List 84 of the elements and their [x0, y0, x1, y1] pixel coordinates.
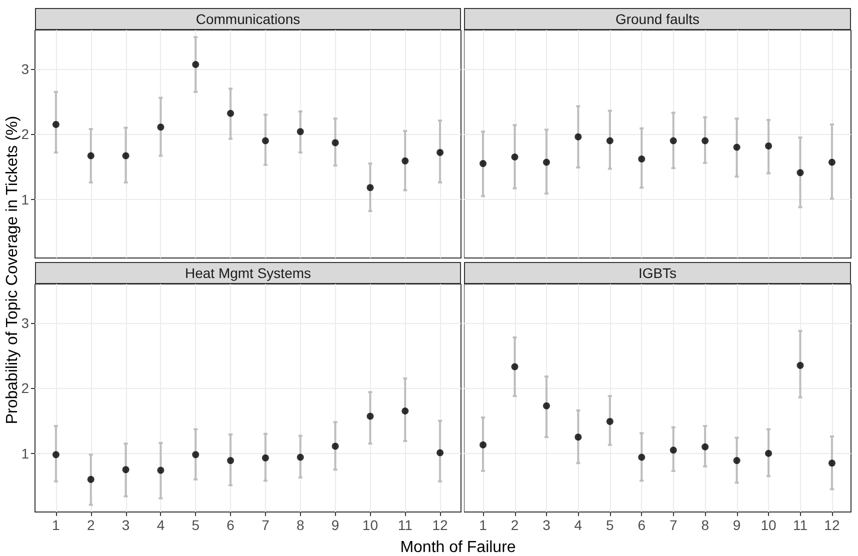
chart-title: Heat Mgmt Systems — [35, 262, 461, 284]
point — [402, 408, 409, 415]
point — [52, 120, 60, 128]
point — [122, 466, 130, 474]
point — [366, 184, 374, 192]
point — [436, 148, 444, 156]
point — [606, 137, 614, 144]
x-tick-label: 6 — [638, 517, 646, 533]
x-tick-label: 2 — [510, 517, 519, 533]
point — [157, 124, 164, 131]
point — [52, 451, 60, 458]
point — [157, 466, 164, 474]
point — [192, 61, 200, 68]
point — [332, 139, 339, 146]
point — [638, 454, 646, 461]
point — [296, 128, 304, 136]
point — [87, 476, 94, 483]
y-tick-label: 2 — [21, 380, 30, 396]
x-tick-label: 9 — [331, 517, 340, 533]
point — [227, 110, 234, 117]
point — [828, 460, 836, 467]
point — [227, 457, 234, 464]
x-tick-label: 7 — [262, 517, 270, 533]
x-tick-label: 9 — [732, 517, 741, 533]
point — [332, 442, 339, 450]
x-tick-label: 4 — [156, 517, 165, 533]
x-tick-label: 5 — [192, 517, 200, 533]
point — [192, 451, 200, 458]
point — [702, 443, 709, 450]
point — [670, 137, 677, 144]
point — [296, 454, 304, 461]
point — [606, 418, 614, 425]
point — [765, 142, 772, 150]
x-tick-label: 10 — [362, 517, 378, 533]
point — [574, 133, 582, 140]
x-tick-label: 11 — [398, 517, 413, 533]
point — [733, 144, 740, 151]
point — [87, 152, 94, 160]
point — [542, 402, 550, 410]
point — [733, 457, 740, 464]
point — [480, 441, 487, 448]
chart-title: Communications — [35, 8, 461, 30]
x-tick-label: 7 — [669, 517, 678, 533]
x-tick-label: 12 — [432, 517, 448, 533]
chart-title: Ground faults — [464, 8, 851, 30]
x-tick-label: 6 — [226, 517, 235, 533]
point — [542, 158, 550, 166]
point — [796, 169, 804, 176]
point — [828, 158, 836, 166]
x-tick-label: 2 — [86, 517, 95, 533]
point — [262, 137, 269, 144]
point — [436, 449, 444, 456]
x-tick-label: 5 — [606, 517, 614, 533]
x-tick-label: 8 — [701, 517, 710, 533]
point — [122, 152, 130, 160]
point — [574, 434, 582, 441]
x-tick-label: 10 — [760, 517, 777, 533]
point — [262, 454, 269, 462]
x-axis-title: Month of Failure — [400, 539, 516, 556]
point — [765, 450, 772, 457]
y-tick-label: 3 — [21, 61, 30, 78]
y-axis-title: Probability of Topic Coverage in Tickets (%) — [4, 116, 22, 424]
y-tick-label: 1 — [21, 445, 30, 462]
chart-title: IGBTs — [464, 262, 851, 284]
point — [702, 137, 709, 144]
x-tick-label: 3 — [542, 517, 551, 533]
y-tick-label: 1 — [21, 191, 30, 208]
y-tick-label: 2 — [21, 126, 30, 142]
y-tick-label: 3 — [21, 315, 30, 332]
x-tick-label: 4 — [574, 517, 582, 533]
point — [796, 362, 804, 369]
point — [402, 157, 409, 164]
x-tick-label: 1 — [479, 517, 488, 533]
point — [511, 154, 518, 161]
x-tick-label: 11 — [792, 517, 808, 533]
point — [480, 160, 487, 168]
point — [511, 363, 518, 370]
x-tick-label: 12 — [824, 517, 840, 533]
point — [366, 412, 374, 420]
x-tick-label: 3 — [122, 517, 130, 533]
point — [638, 155, 646, 162]
x-tick-label: 8 — [296, 517, 304, 533]
point — [670, 446, 677, 454]
x-tick-label: 1 — [52, 517, 60, 533]
